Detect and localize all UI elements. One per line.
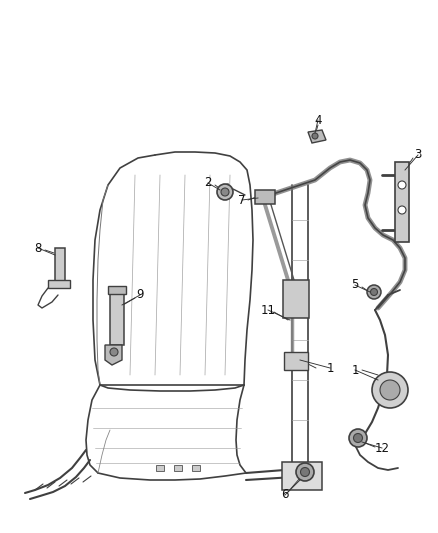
Bar <box>55 248 65 283</box>
Text: 4: 4 <box>314 114 322 126</box>
Bar <box>284 352 308 370</box>
Circle shape <box>372 372 408 408</box>
Polygon shape <box>218 184 232 197</box>
Polygon shape <box>105 345 122 365</box>
Bar <box>192 465 200 471</box>
Circle shape <box>217 184 233 200</box>
Text: 11: 11 <box>261 303 276 317</box>
Bar <box>395 162 409 242</box>
Circle shape <box>221 188 229 196</box>
Bar <box>156 465 164 471</box>
Polygon shape <box>308 130 326 143</box>
Text: 9: 9 <box>136 288 144 302</box>
Bar <box>255 190 275 204</box>
Text: 6: 6 <box>281 489 289 502</box>
Bar <box>110 290 124 345</box>
Bar <box>48 280 70 288</box>
Circle shape <box>349 429 367 447</box>
Text: 1: 1 <box>326 361 334 375</box>
Circle shape <box>398 206 406 214</box>
Text: 3: 3 <box>414 149 422 161</box>
Circle shape <box>300 467 310 477</box>
Circle shape <box>312 133 318 139</box>
Text: 8: 8 <box>34 241 42 254</box>
Circle shape <box>367 285 381 299</box>
Text: 12: 12 <box>374 441 389 455</box>
Bar <box>174 465 182 471</box>
Circle shape <box>353 433 363 442</box>
Bar <box>283 280 309 318</box>
Text: 7: 7 <box>238 193 246 206</box>
Bar <box>282 462 322 490</box>
Text: 5: 5 <box>351 279 359 292</box>
Circle shape <box>380 380 400 400</box>
Circle shape <box>371 288 378 295</box>
Circle shape <box>110 348 118 356</box>
Circle shape <box>398 181 406 189</box>
Bar <box>108 286 126 294</box>
Circle shape <box>296 463 314 481</box>
Text: 2: 2 <box>204 176 212 190</box>
Text: 1: 1 <box>351 364 359 376</box>
